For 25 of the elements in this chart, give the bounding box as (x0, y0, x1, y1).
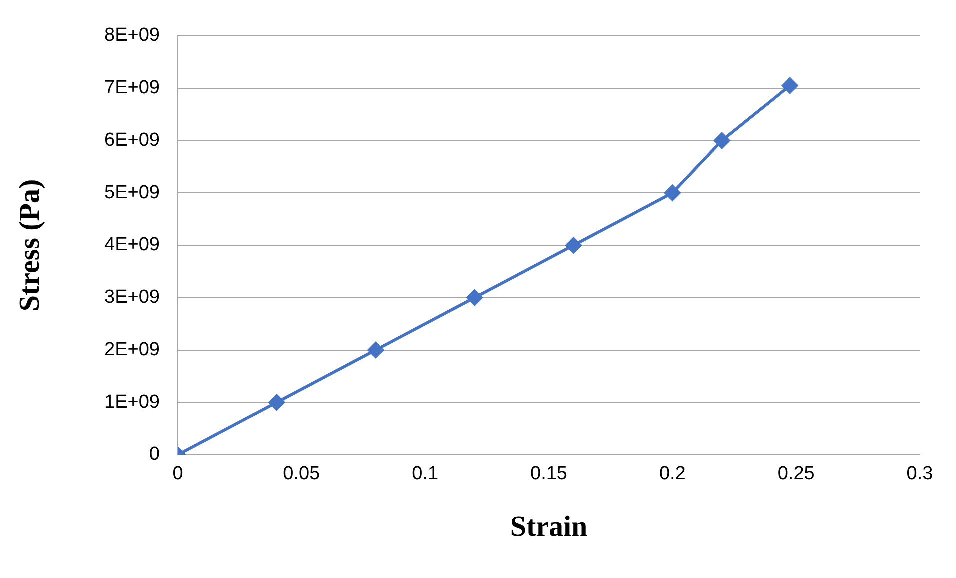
y-tick-label: 6E+09 (104, 130, 160, 151)
point (268, 394, 285, 411)
x-tick-label: 0.2 (659, 464, 686, 485)
point (714, 132, 730, 149)
x-tick-label: 0.15 (530, 464, 568, 485)
point (782, 78, 798, 94)
y-tick-label: 3E+09 (104, 287, 160, 308)
y-axis-title: Stress (Pa) (14, 179, 46, 312)
point (664, 185, 681, 202)
x-tick-label: 0.25 (778, 464, 815, 485)
y-tick-label: 7E+09 (104, 78, 160, 99)
y-tick-label: 1E+09 (104, 392, 160, 413)
x-tick-label: 0 (172, 464, 184, 485)
x-tick-label: 0.1 (412, 464, 439, 485)
y-tick-label: 5E+09 (104, 182, 160, 204)
point (566, 238, 582, 254)
x-axis-title: Strain (510, 511, 588, 544)
y-tick-label: 4E+09 (104, 234, 160, 256)
y-tick-label: 2E+09 (104, 339, 160, 360)
point (466, 290, 483, 306)
y-tick-label: 8E+09 (104, 25, 160, 46)
y-tick-label: 0 (149, 444, 160, 466)
x-tick-label: 0.3 (906, 464, 934, 485)
x-tick-label: 0.05 (283, 464, 320, 485)
point (368, 342, 384, 358)
